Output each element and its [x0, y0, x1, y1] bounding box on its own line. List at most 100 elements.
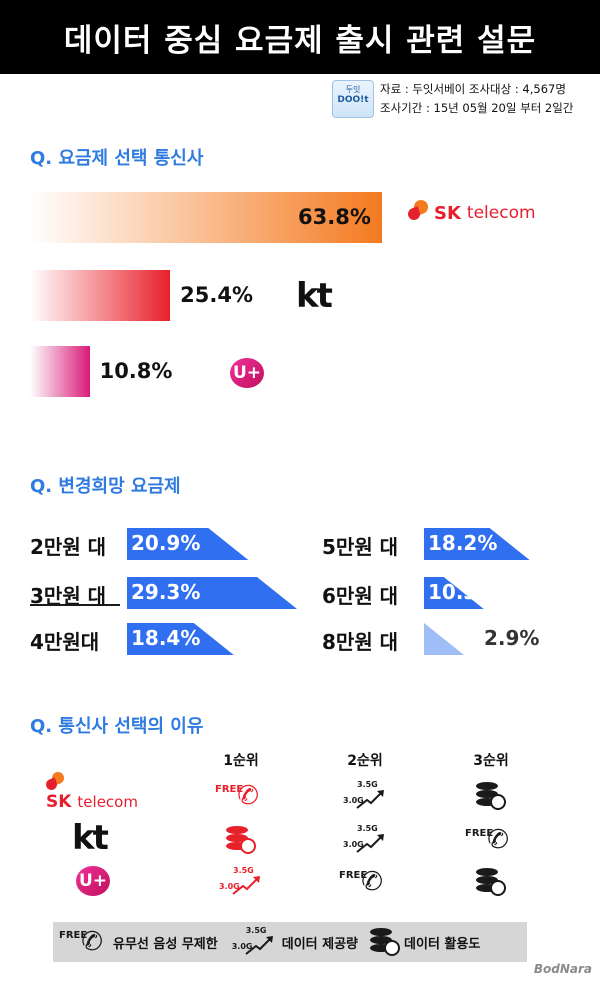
free-icon-r0c0-text: FREE	[215, 784, 244, 795]
data-usage-icon-refresh	[384, 940, 401, 956]
data-icon-r2c0-30g: 3.0G	[219, 882, 240, 891]
legend-label-free: 유무선 음성 무제한	[113, 936, 218, 952]
plan-bar-shape-0	[127, 528, 249, 560]
plan-label-0: 2만원 대	[30, 535, 107, 559]
reason-cell-0-0: FREE ✆	[206, 778, 276, 814]
plan-bar-2	[127, 623, 234, 655]
carrier-bar-uplus	[30, 346, 90, 397]
plan-bar-4	[424, 577, 484, 609]
sk-telecom-text: telecom	[466, 203, 536, 223]
data-icon-r1c1-35g: 3.5G	[357, 824, 378, 833]
sk-butterfly-icon	[400, 198, 432, 226]
carrier-bar-kt	[30, 270, 171, 321]
reason-cell-1-2: FREE ✆	[456, 822, 526, 858]
reason-legend: FREE ✆ 유무선 음성 무제한 3.5G 3.0G 데이터 제공량 데이터 활용도	[53, 922, 527, 962]
free-icon-r1c2-text: FREE	[465, 828, 494, 839]
usage-icon-r0c2	[474, 780, 508, 812]
bodnara-watermark: BodNara	[533, 962, 592, 976]
free-call-icon-phone: ✆	[78, 925, 106, 959]
reason-uplus-logo: U+	[76, 866, 110, 896]
data-icon-r0c1-30g: 3.0G	[343, 796, 364, 805]
usage-icon-r1c0	[224, 824, 258, 856]
usage-icon-r0c2-refresh	[490, 794, 506, 810]
plan-value-1: 29.3%	[131, 580, 201, 604]
doit-logo-line1: 두잇	[345, 85, 361, 94]
usage-icon-r0c2-disk-2	[476, 798, 498, 806]
usage-icon-r2c2-disk-0	[476, 868, 498, 876]
usage-icon-r1c0-disk-1	[226, 834, 248, 842]
kt-logo: kt	[296, 276, 333, 316]
carrier-chart-title: Q. 요금제 선택 통신사	[30, 148, 204, 169]
usage-icon-r1c0-refresh	[240, 838, 256, 854]
usage-icon-r2c2-disk-2	[476, 884, 498, 892]
plan-value-3: 18.2%	[428, 531, 498, 555]
rank-3-header: 3순위	[473, 753, 509, 769]
data-icon-r1c1: 3.5G 3.0G	[339, 824, 391, 856]
data-icon-r0c1-arrow	[356, 790, 384, 809]
legend-label-data: 데이터 제공량	[281, 936, 359, 952]
plan-label-4: 6만원 대	[322, 584, 399, 608]
data-rise-icon-30g: 3.0G	[231, 942, 253, 951]
plan-bar-shape-4	[424, 577, 484, 609]
plan-bar-5	[424, 623, 464, 655]
legend-label-usage: 데이터 활용도	[404, 936, 481, 952]
plan-bar-1	[127, 577, 297, 609]
plan-value-5: 2.9%	[484, 626, 540, 650]
data-usage-icon	[368, 926, 402, 958]
data-rise-icon-arrow	[245, 936, 273, 955]
reason-sk-logo: SK telecom	[38, 770, 138, 812]
reason-sk-butterfly-icon	[38, 770, 68, 794]
doit-logo-line2: DOO!t	[337, 95, 369, 105]
reason-cell-1-0	[206, 822, 276, 858]
data-icon-r2c0: 3.5G 3.0G	[215, 866, 267, 898]
plan-value-4: 10.3%	[428, 580, 498, 604]
usage-icon-r1c0-disk-0	[226, 826, 248, 834]
data-icon-r2c0-arrow	[232, 876, 260, 895]
plan-chart-title: Q. 변경희망 요금제	[30, 476, 181, 497]
data-icon-r1c1-30g: 3.0G	[343, 840, 364, 849]
plan-3man-underline	[30, 604, 120, 606]
legend-item-data: 3.5G 3.0G 데이터 제공량	[228, 926, 358, 958]
usage-icon-r1c0-disk-2	[226, 842, 248, 850]
rank-1-header: 1순위	[223, 753, 259, 769]
free-icon-r2c1-phone: ✆	[358, 865, 386, 899]
reason-cell-0-1: 3.5G 3.0G	[330, 778, 400, 814]
legend-item-usage: 데이터 활용도	[368, 926, 480, 958]
reason-cell-2-1: FREE ✆	[330, 864, 400, 900]
data-icon-r0c1: 3.5G 3.0G	[339, 780, 391, 812]
data-usage-icon-disk-1	[370, 936, 393, 944]
sk-telecom-logo: SK telecom	[400, 198, 536, 226]
data-usage-icon-disk-2	[370, 944, 393, 952]
plan-bar-shape-5	[424, 623, 464, 655]
reason-cell-0-2	[456, 778, 526, 814]
page-title: 데이터 중심 요금제 출시 관련 설문	[0, 0, 600, 74]
free-icon-r1c2-phone: ✆	[484, 823, 512, 857]
free-icon-r0c0-phone: ✆	[234, 779, 262, 813]
plan-label-2: 4만원대	[30, 630, 100, 654]
reason-kt-logo: kt	[72, 818, 109, 858]
plan-bar-0	[127, 528, 249, 560]
reason-cell-2-0: 3.5G 3.0G	[206, 864, 276, 900]
usage-icon-r0c2-disk-1	[476, 790, 498, 798]
usage-icon-r0c2-disk-0	[476, 782, 498, 790]
free-icon-r2c1: FREE ✆	[339, 865, 391, 899]
carrier-value-uplus: 10.8%	[99, 359, 173, 383]
rank-2-header: 2순위	[347, 753, 383, 769]
plan-bar-shape-2	[127, 623, 234, 655]
plan-value-2: 18.4%	[131, 626, 201, 650]
carrier-bar-sk	[30, 192, 382, 243]
plan-label-5: 8만원 대	[322, 630, 399, 654]
free-call-icon: FREE ✆	[59, 925, 111, 959]
reason-table-title: Q. 통신사 선택의 이유	[30, 716, 204, 737]
reason-sk-brand-text: SK	[46, 792, 72, 812]
source-info: 자료 : 두잇서베이 조사대상 : 4,567명 조사기간 : 15년 05월 …	[380, 80, 573, 118]
uplus-logo: U+	[230, 358, 264, 388]
plan-bar-3	[424, 528, 530, 560]
doit-survey-logo: 두잇 DOO!t	[332, 80, 374, 118]
data-usage-icon-disk-0	[370, 928, 393, 936]
data-icon-r0c1-35g: 3.5G	[357, 780, 378, 789]
data-icon-r1c1-arrow	[356, 834, 384, 853]
carrier-value-kt: 25.4%	[180, 283, 253, 307]
free-icon-r1c2: FREE ✆	[465, 823, 517, 857]
plan-label-3: 5만원 대	[322, 535, 399, 559]
